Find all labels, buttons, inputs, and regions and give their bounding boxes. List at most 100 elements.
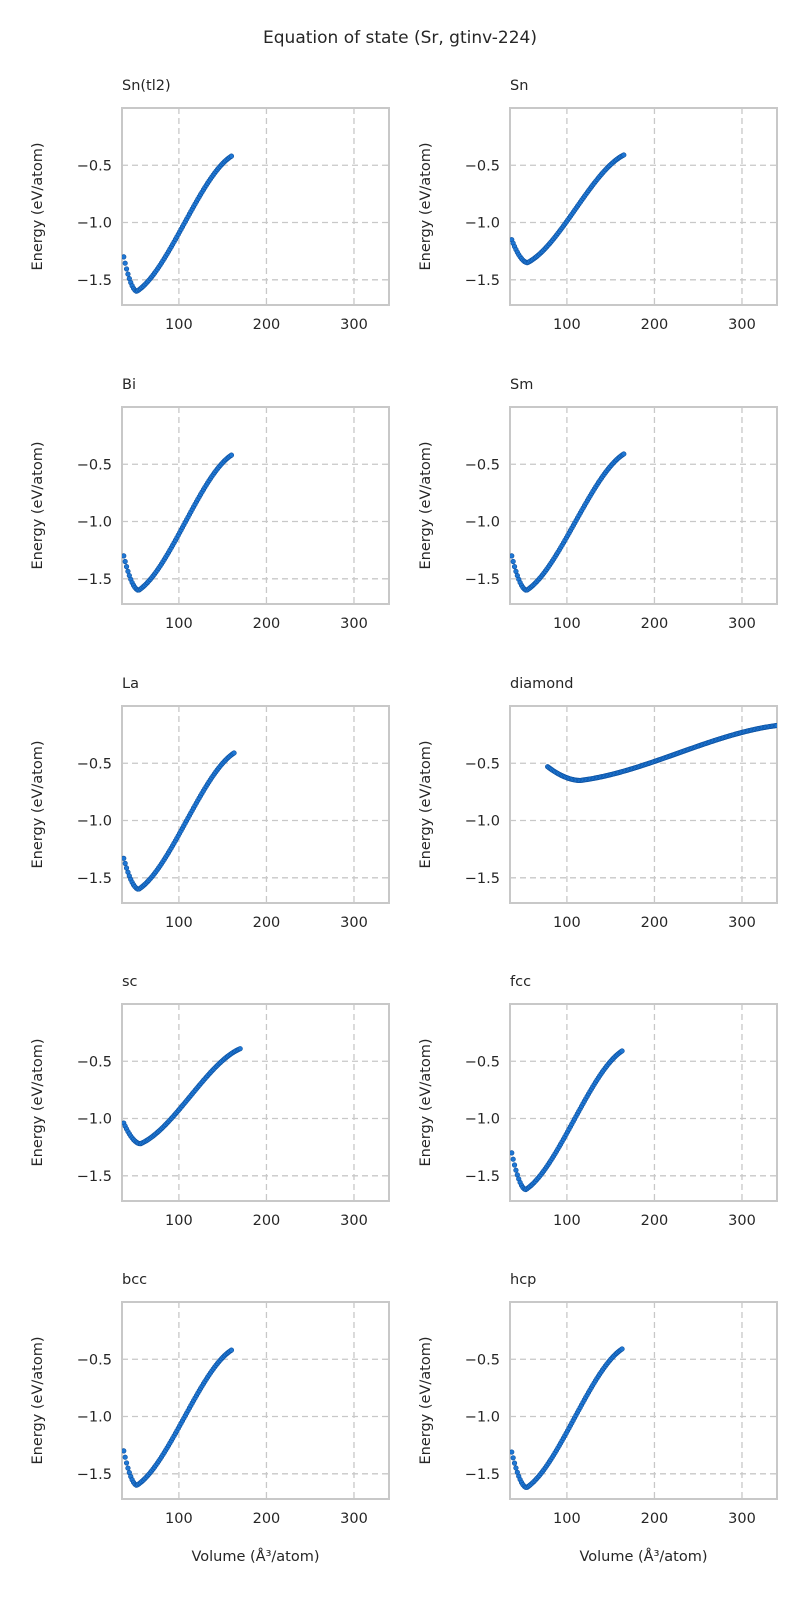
y-tick-label: −1.5 [465,1467,500,1483]
x-tick-label: 300 [728,915,756,931]
subplot-title: sc [122,974,138,990]
data-points [510,1048,625,1193]
subplot-hcp: hcp 100 200 300 −0.5 −1.0 −1.5 Energy (eV/atom)… [418,1272,778,1565]
data-point [122,254,127,260]
y-tick-label: −0.5 [465,158,500,174]
data-point [123,865,130,871]
data-point [513,568,519,574]
x-axis-label: Volume (Å³/atom) [191,1548,319,1565]
subplot-title: La [122,676,139,692]
x-axis-label: Volume (Å³/atom) [579,1548,707,1565]
x-tick-label: 200 [641,1511,669,1527]
x-tick-label: 100 [553,915,581,931]
subplot-title: Sm [510,377,533,393]
x-tick-label: 200 [253,317,281,333]
y-axis-label: Energy (eV/atom) [418,741,434,869]
x-tick-label: 200 [641,915,669,931]
x-tick-label: 100 [165,915,193,931]
data-point [511,1460,518,1466]
data-point [619,1346,625,1352]
data-point [510,558,516,565]
data-points [545,722,777,784]
data-point [510,1455,516,1461]
subplot-title: Sn(tl2) [122,78,171,94]
subplot-sn: Sn 100 200 300 −0.5 −1.0 −1.5 Energy (eV/atom) [418,78,778,333]
data-point [510,1449,515,1455]
x-tick-label: 100 [553,1213,581,1229]
y-tick-label: −0.5 [465,457,500,473]
x-tick-label: 300 [340,915,368,931]
x-tick-label: 200 [253,1213,281,1229]
x-tick-label: 300 [340,1213,368,1229]
data-point [621,152,627,158]
y-axis-label: Energy (eV/atom) [418,1039,434,1167]
y-axis-label: Energy (eV/atom) [418,143,434,271]
x-tick-label: 100 [165,1511,193,1527]
y-tick-label: −1.0 [77,515,112,531]
y-tick-label: −1.0 [77,814,112,830]
plot-frame [121,406,390,605]
y-tick-label: −1.5 [77,273,112,289]
y-tick-label: −0.5 [77,457,112,473]
data-point [123,266,130,272]
subplot-bi: Bi 100 200 300 −0.5 −1.0 −1.5 Energy (eV/atom) [30,377,390,632]
data-point [125,271,131,277]
subplot-la: La 100 200 300 −0.5 −1.0 −1.5 Energy (eV/atom) [30,676,390,931]
x-tick-label: 100 [553,616,581,632]
figure-title: Equation of state (Sr, gtinv-224) [263,28,537,48]
plot-frame [121,107,390,306]
data-point [774,722,777,729]
plot-frame [509,1301,778,1500]
data-points [122,1347,235,1488]
y-tick-label: −0.5 [77,158,112,174]
y-tick-label: −1.5 [465,572,500,588]
subplot-title: bcc [122,1272,147,1288]
data-point [122,553,127,559]
y-tick-label: −0.5 [77,1352,112,1368]
x-tick-label: 300 [728,1511,756,1527]
y-tick-label: −0.5 [77,756,112,772]
x-tick-label: 300 [340,616,368,632]
data-point [619,1048,625,1054]
y-axis-label: Energy (eV/atom) [418,1337,434,1465]
data-points [510,1346,625,1490]
subplot-sc: sc 100 200 300 −0.5 −1.0 −1.5 Energy (eV/atom) [30,974,390,1229]
y-tick-label: −0.5 [465,1352,500,1368]
plot-frame [121,1301,390,1500]
y-axis-label: Energy (eV/atom) [30,143,46,271]
subplot-sm: Sm 100 200 300 −0.5 −1.0 −1.5 Energy (eV/atom) [418,377,778,632]
x-tick-label: 200 [641,1213,669,1229]
x-tick-label: 200 [253,915,281,931]
y-axis-label: Energy (eV/atom) [30,442,46,570]
data-point [122,260,128,266]
subplot-bcc: bcc 100 200 300 −0.5 −1.0 −1.5 Energy (eV/atom)… [30,1272,390,1565]
x-tick-label: 300 [340,317,368,333]
y-tick-label: −1.0 [465,216,500,232]
data-points [122,153,235,294]
data-point [122,855,127,861]
subplot-title: hcp [510,1272,536,1288]
data-point [228,1347,235,1353]
y-tick-label: −1.0 [465,814,500,830]
y-tick-label: −1.0 [465,1410,500,1426]
y-tick-label: −0.5 [465,756,500,772]
data-point [513,1167,519,1173]
y-axis-label: Energy (eV/atom) [418,442,434,570]
data-point [621,451,627,457]
y-tick-label: −1.5 [77,1169,112,1185]
plot-frame [509,705,778,904]
y-tick-label: −1.5 [77,871,112,887]
x-tick-label: 100 [553,317,581,333]
data-points [122,750,237,892]
data-point [125,1465,131,1471]
x-tick-label: 300 [728,1213,756,1229]
data-point [510,1156,516,1162]
data-points [122,1046,243,1147]
data-point [122,860,128,866]
subplot-title: Bi [122,377,136,393]
y-axis-label: Energy (eV/atom) [30,1039,46,1167]
plot-frame [121,705,390,904]
y-tick-label: −1.5 [465,273,500,289]
data-point [237,1046,243,1052]
